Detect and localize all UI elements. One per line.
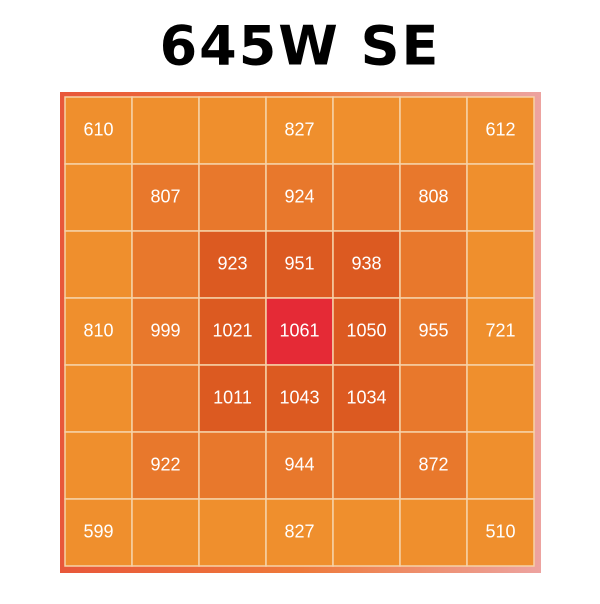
cell-label: 807 [150,186,180,206]
cell [466,96,535,165]
cell [399,431,468,500]
cell-empty [131,364,200,433]
cell-label: 1011 [213,387,252,407]
cell-empty [131,96,200,165]
cell-label: 923 [217,253,247,273]
cell [466,498,535,567]
cell-empty [399,230,468,299]
cell [265,96,334,165]
cell-label: 951 [284,253,314,273]
cell-empty [466,431,535,500]
cell [265,364,334,433]
cell-label: 1021 [212,320,252,340]
cell-empty [399,364,468,433]
cell-label: 924 [284,186,314,206]
cell-label: 827 [284,119,314,139]
cell-empty [332,163,401,232]
cell-label: 827 [284,521,314,541]
cell-empty [332,431,401,500]
cell-label: 1061 [279,320,319,340]
cell [265,230,334,299]
cell-empty [198,431,267,500]
cell-empty [466,163,535,232]
cell-empty [64,364,133,433]
cell-empty [64,163,133,232]
cell-empty [131,498,200,567]
cell [399,297,468,366]
cell-label: 1043 [279,387,319,407]
cell-label: 810 [83,320,113,340]
cell [64,498,133,567]
cell-label: 599 [83,521,113,541]
cell [265,431,334,500]
cell-empty [332,498,401,567]
cell [332,297,401,366]
cell-empty [332,96,401,165]
cell-label: 955 [418,320,448,340]
cell [64,96,133,165]
cell-label: 872 [418,454,448,474]
cell-label: 721 [485,320,515,340]
chart-title: 645W SE [160,15,441,78]
cell-label: 612 [485,119,515,139]
cell [198,364,267,433]
cell-empty [399,96,468,165]
cell-empty [64,230,133,299]
cell-empty [466,364,535,433]
cell-empty [131,230,200,299]
cell [332,364,401,433]
cell-empty [466,230,535,299]
cell [198,297,267,366]
cell [332,230,401,299]
cell-empty [198,163,267,232]
cell [265,498,334,567]
cell-label: 938 [351,253,381,273]
cell [265,297,334,366]
heatmap-grid: 610 827 612 807 924 808 923 951 938 810 999 1021 106… [64,96,535,567]
cell-label: 944 [284,454,314,474]
cell-label: 808 [418,186,448,206]
cell-label: 1050 [346,320,386,340]
cell-empty [64,431,133,500]
cell-empty [198,498,267,567]
cell-label: 1034 [346,387,386,407]
cell-label: 922 [150,454,180,474]
cell-label: 510 [485,521,515,541]
cell-empty [198,96,267,165]
cell-empty [399,498,468,567]
cell-label: 610 [83,119,113,139]
cell [64,297,133,366]
cell-label: 999 [150,320,180,340]
cell [466,297,535,366]
